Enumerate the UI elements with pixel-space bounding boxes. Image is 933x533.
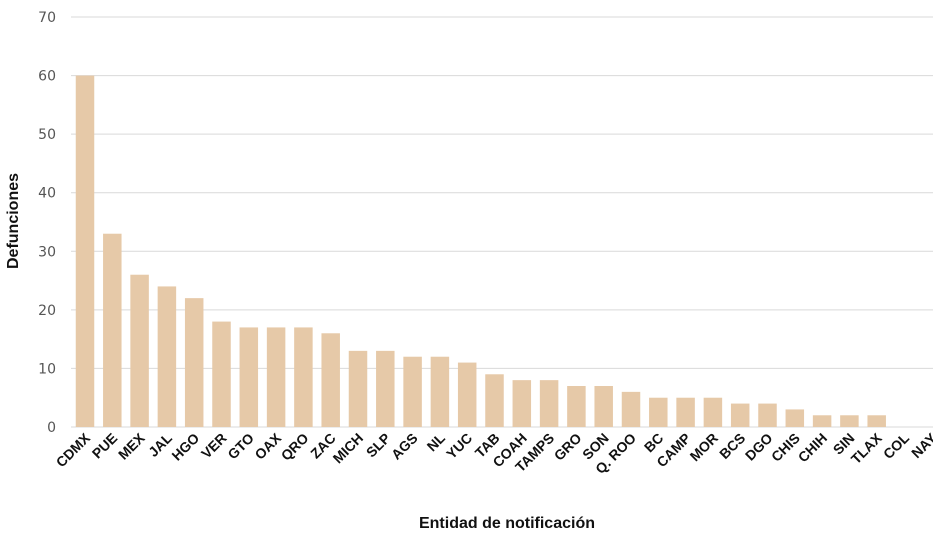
x-tick-label: OAX <box>251 429 284 462</box>
bar-mor <box>703 397 723 427</box>
x-tick-label: CHIS <box>768 430 803 465</box>
x-tick-label: GRO <box>551 430 585 464</box>
bar-chih <box>812 415 832 427</box>
y-tick-label: 20 <box>38 303 56 319</box>
x-tick-label: AGS <box>388 430 421 463</box>
x-tick-label: HGO <box>168 430 202 464</box>
bar-chis <box>785 409 805 427</box>
bar-cdmx <box>75 75 95 428</box>
bar-yuc <box>457 362 477 427</box>
bar-jal <box>157 286 177 427</box>
y-tick-label: 40 <box>38 186 56 202</box>
x-tick-label: COL <box>880 429 913 462</box>
y-tick-label: 0 <box>47 420 56 436</box>
bar-camp <box>676 397 695 427</box>
bar-gto <box>239 327 259 427</box>
bar-oax <box>266 327 286 427</box>
y-tick-label: 70 <box>38 10 56 26</box>
bar-nl <box>430 356 450 427</box>
y-tick-label: 50 <box>38 127 56 143</box>
y-axis-ticks: 0 10 20 30 40 50 60 70 <box>38 10 56 436</box>
bar-mex <box>130 274 149 427</box>
x-tick-label: QRO <box>278 430 312 464</box>
bar-tlax <box>867 415 886 427</box>
x-tick-label: BCS <box>716 430 748 462</box>
bar-son <box>594 386 613 427</box>
x-tick-label: TLAX <box>848 429 886 467</box>
y-tick-label: 30 <box>38 244 56 260</box>
bar-zac <box>321 333 340 427</box>
y-axis-title: Defunciones <box>5 173 22 269</box>
y-tick-label: 60 <box>38 69 56 85</box>
x-tick-label: MOR <box>687 430 721 464</box>
bar-gro <box>567 386 586 427</box>
x-tick-label: CHIH <box>795 430 831 466</box>
bar-sin <box>840 415 859 427</box>
x-tick-label: CDMX <box>53 429 94 470</box>
bar-mich <box>348 350 368 427</box>
bar-slp <box>376 350 395 427</box>
bar-tamps <box>539 380 559 427</box>
bar-coah <box>512 380 532 427</box>
x-tick-label: MICH <box>330 430 367 467</box>
x-tick-label: DGO <box>742 430 776 464</box>
bar-bc <box>649 397 668 427</box>
bars <box>75 75 886 428</box>
bar-bcs <box>730 403 750 427</box>
bar-ags <box>403 356 422 427</box>
y-tick-label: 10 <box>38 361 56 377</box>
bar-tab <box>485 374 504 427</box>
x-tick-label: SLP <box>363 430 394 461</box>
x-axis-ticks: CDMXPUEMEXJALHGOVERGTOOAXQROZACMICHSLPAG… <box>53 429 933 477</box>
x-tick-label: PUE <box>89 430 121 462</box>
x-axis-title: Entidad de notificación <box>419 515 595 532</box>
bar-pue <box>103 233 122 427</box>
x-tick-label: VER <box>198 430 230 462</box>
bar-hgo <box>184 298 204 427</box>
x-tick-label: GTO <box>224 430 257 463</box>
x-tick-label: MEX <box>115 429 148 462</box>
bar-q-roo <box>621 391 641 427</box>
bar-qro <box>294 327 313 427</box>
x-tick-label: NAY <box>908 429 933 461</box>
bar-dgo <box>758 403 777 427</box>
bar-ver <box>212 321 231 427</box>
x-tick-label: YUC <box>443 430 475 462</box>
